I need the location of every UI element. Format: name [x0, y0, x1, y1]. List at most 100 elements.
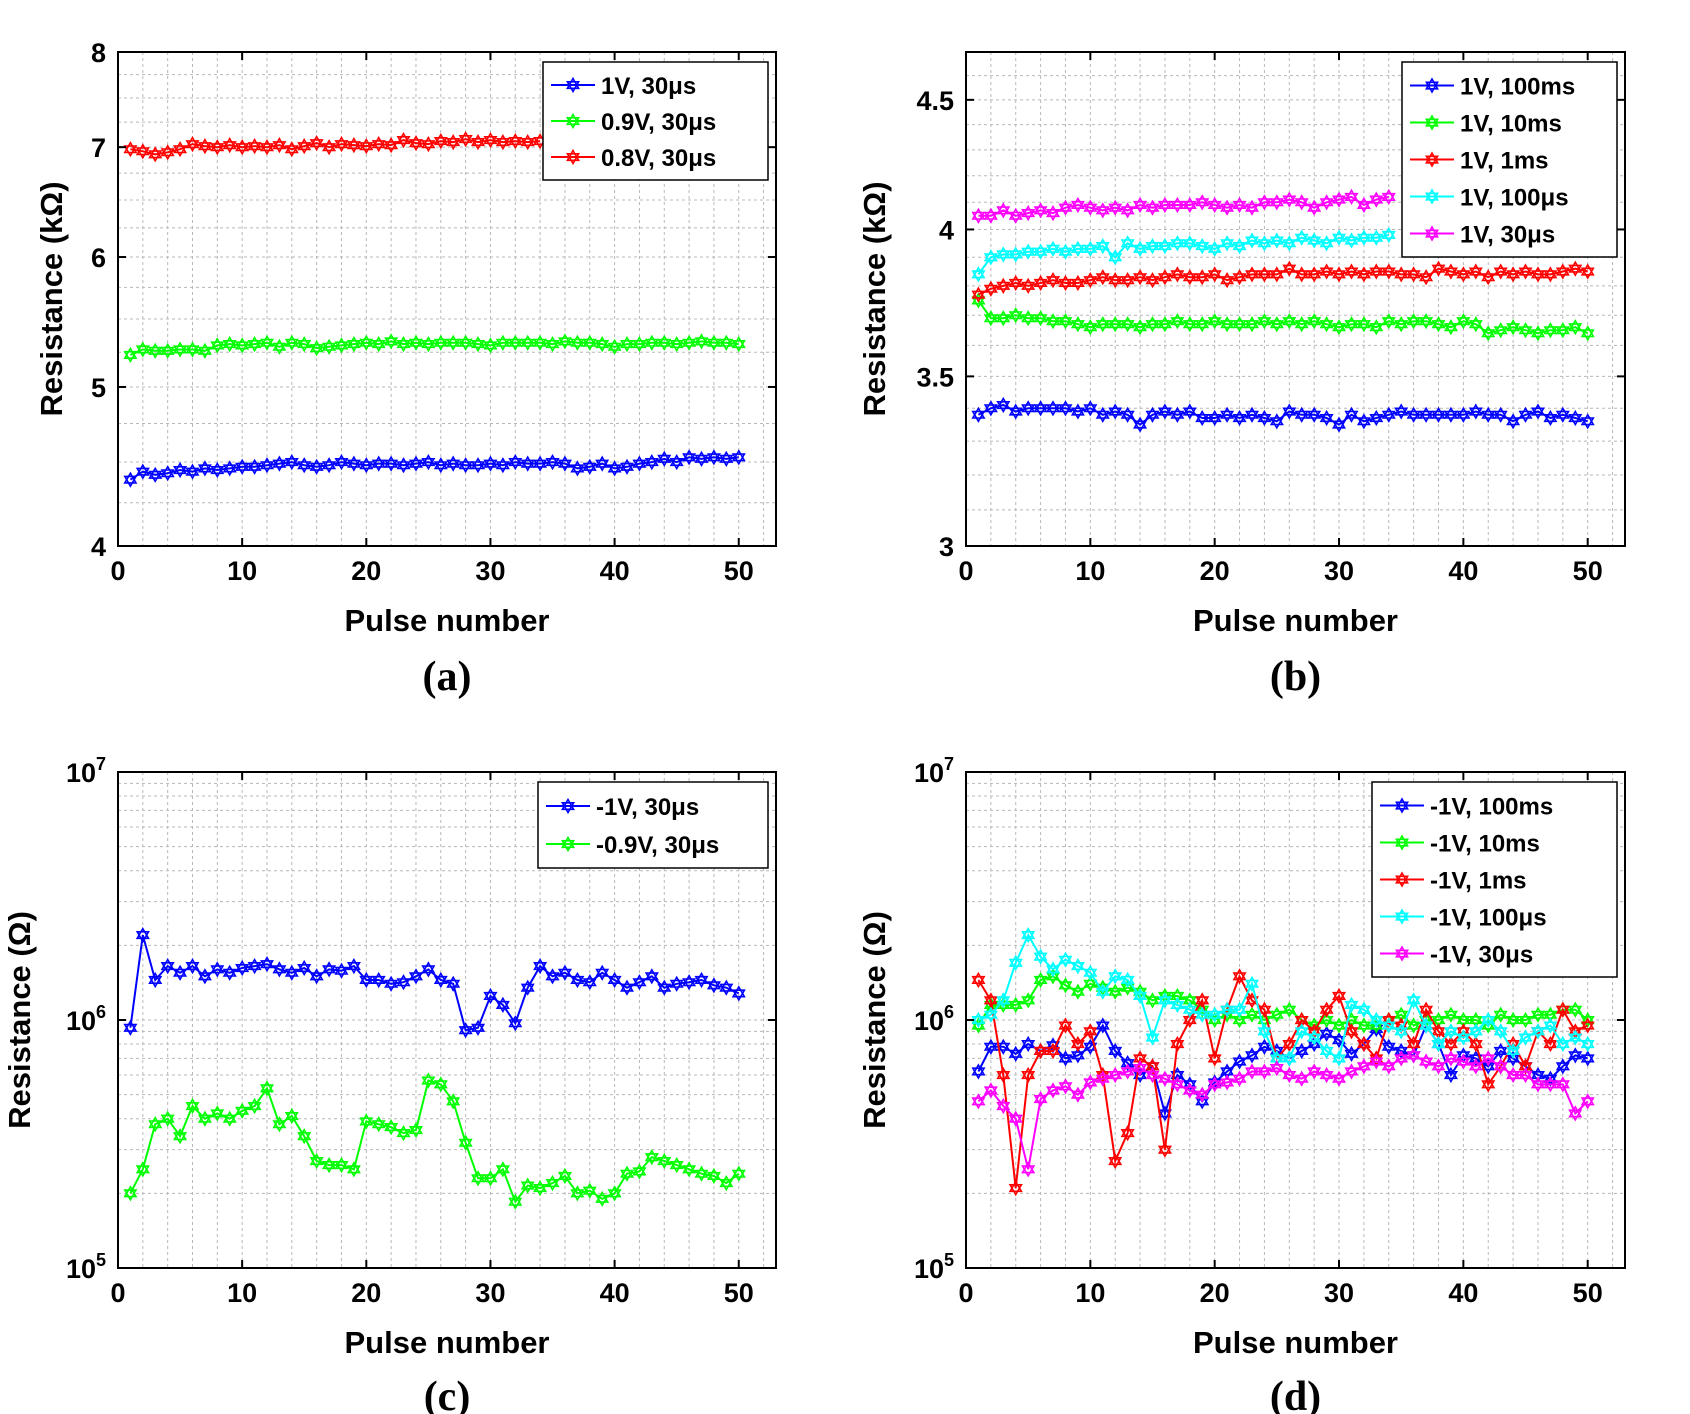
- data-point: [1083, 1038, 1098, 1055]
- data-point: [160, 958, 175, 975]
- data-point: [694, 333, 709, 350]
- data-point: [1133, 1060, 1148, 1077]
- data-point: [1406, 406, 1421, 423]
- data-point: [334, 135, 349, 153]
- data-point: [1369, 191, 1384, 208]
- data-point: [359, 334, 374, 351]
- data-point: [632, 455, 647, 472]
- legend: 1V, 30μs 0.9V, 30μs 0.8V, 30μs: [542, 61, 769, 181]
- data-point: [1083, 319, 1098, 336]
- x-tick-label: 30: [1324, 556, 1354, 586]
- data-point: [1220, 406, 1235, 423]
- data-point: [1307, 232, 1322, 249]
- data-point: [1108, 316, 1123, 333]
- data-point: [1108, 968, 1123, 985]
- data-point: [971, 1093, 986, 1110]
- panel-caption: (d): [1270, 1374, 1321, 1414]
- data-point: [1195, 194, 1210, 211]
- data-point: [1307, 199, 1322, 216]
- data-point: [719, 1175, 734, 1192]
- y-tick-label: 107: [914, 754, 954, 788]
- data-point: [996, 1097, 1011, 1115]
- data-point: [1356, 266, 1371, 283]
- legend-item: -0.9V, 30μs: [546, 832, 719, 859]
- data-point: [433, 334, 448, 351]
- data-point: [1356, 1035, 1371, 1053]
- data-point: [1419, 1053, 1434, 1070]
- data-point: [1381, 1058, 1396, 1075]
- data-point: [1120, 979, 1135, 996]
- data-point: [1245, 975, 1259, 992]
- data-point: [1108, 1066, 1123, 1084]
- data-point: [1021, 1066, 1036, 1084]
- data-point: [1157, 1141, 1172, 1158]
- data-point: [1319, 194, 1334, 211]
- data-point: [1108, 983, 1123, 1000]
- data-point: [1070, 1035, 1085, 1053]
- data-point: [1220, 199, 1235, 216]
- data-point: [1257, 266, 1272, 283]
- data-point: [1046, 240, 1061, 258]
- series-1: [971, 292, 1595, 342]
- legend-label: -1V, 100ms: [1430, 794, 1553, 821]
- data-point: [657, 334, 672, 351]
- data-point: [1021, 205, 1036, 222]
- data-point: [1170, 1035, 1185, 1053]
- data-point: [1468, 1023, 1483, 1040]
- data-point: [1319, 409, 1334, 427]
- data-point: [1419, 313, 1434, 330]
- data-point: [1381, 1017, 1396, 1034]
- data-point: [1083, 400, 1098, 417]
- data-point: [694, 971, 709, 989]
- data-point: [1220, 1001, 1235, 1018]
- data-point: [983, 1082, 998, 1099]
- data-point: [1282, 403, 1297, 420]
- data-point: [1070, 1086, 1085, 1103]
- data-point: [1070, 403, 1085, 420]
- data-point: [1468, 1058, 1483, 1075]
- data-point: [520, 334, 535, 351]
- data-point: [1157, 1105, 1172, 1122]
- data-point: [1381, 1038, 1396, 1055]
- data-point: [210, 337, 225, 354]
- data-point: [508, 453, 523, 471]
- y-tick-label: 4: [939, 215, 954, 245]
- data-point: [669, 975, 684, 992]
- data-point: [1431, 316, 1446, 333]
- data-point: [309, 339, 324, 357]
- data-point: [1245, 199, 1259, 216]
- data-point: [1294, 316, 1309, 333]
- x-tick-label: 30: [1324, 1278, 1354, 1308]
- data-point: [1170, 996, 1185, 1013]
- data-point: [1344, 263, 1359, 280]
- data-point: [322, 1157, 337, 1174]
- data-point: [173, 1128, 188, 1145]
- data-point: [346, 1161, 361, 1178]
- legend-marker: [1395, 834, 1409, 851]
- data-point: [1555, 322, 1570, 339]
- chart-panel-d: 0 10 20 30 40 50 105 106 107 Pulse number Resistan…: [857, 754, 1626, 1414]
- data-point: [520, 1177, 535, 1194]
- data-point: [682, 1161, 697, 1178]
- data-point: [185, 341, 200, 358]
- y-tick-label: 105: [66, 1250, 106, 1284]
- data-point: [1220, 1074, 1235, 1091]
- data-point: [1033, 1090, 1048, 1108]
- data-point: [1033, 274, 1048, 292]
- data-point: [1133, 416, 1148, 433]
- data-point: [1406, 313, 1421, 330]
- legend-marker: [1425, 77, 1439, 94]
- legend: -1V, 30μs -0.9V, 30μs: [537, 781, 769, 869]
- data-point: [533, 334, 548, 351]
- data-point: [1257, 313, 1272, 330]
- data-point: [1568, 319, 1583, 336]
- data-point: [235, 139, 250, 156]
- data-point: [297, 1128, 312, 1145]
- data-point: [1195, 992, 1210, 1009]
- data-point: [644, 968, 659, 985]
- data-point: [1493, 1042, 1508, 1060]
- data-point: [1394, 1050, 1409, 1067]
- data-point: [272, 1116, 287, 1133]
- data-point: [309, 1152, 324, 1170]
- data-point: [1506, 1042, 1521, 1060]
